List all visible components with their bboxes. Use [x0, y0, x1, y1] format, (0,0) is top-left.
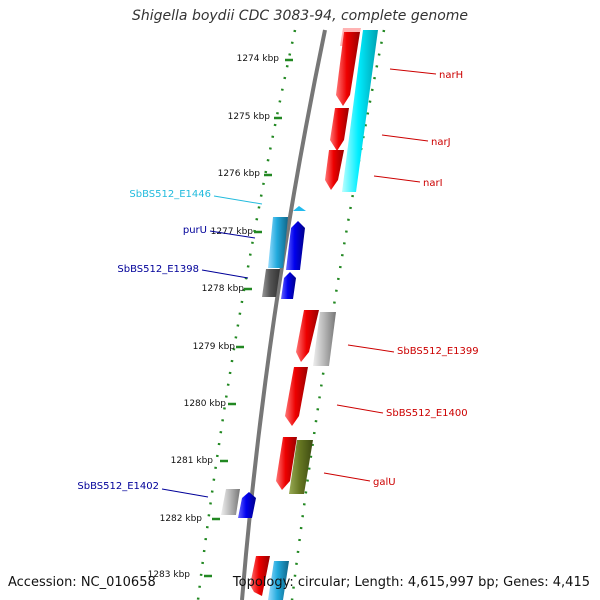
gene-SbBS512_E1400[interactable] — [285, 367, 308, 426]
leader-purU — [209, 230, 256, 239]
label-leader-lines — [161, 68, 437, 498]
gene-narH[interactable] — [336, 32, 360, 106]
leader-narI — [373, 175, 421, 183]
gene-bottom-red[interactable] — [250, 556, 270, 596]
tick-label-1283: 1283 kbp — [148, 570, 191, 580]
gene-label-narH[interactable]: narH — [439, 70, 463, 81]
tick-label-1277: 1277 kbp — [211, 227, 254, 237]
gene-purU[interactable] — [286, 221, 305, 270]
gene-labels: narH narJ narI SbBS512_E1446 purU SbBS51… — [77, 70, 478, 492]
gene-galU-red[interactable] — [276, 437, 297, 490]
leader-narH — [389, 68, 437, 75]
tick-label-1280: 1280 kbp — [184, 399, 227, 409]
gene-label-purU[interactable]: purU — [183, 225, 207, 236]
genome-summary-text: Topology: circular; Length: 4,615,997 bp… — [232, 575, 590, 590]
gene-SbBS512_E1402[interactable] — [238, 492, 256, 518]
tick-label-1274: 1274 kbp — [237, 54, 280, 64]
tick-label-1276: 1276 kbp — [218, 169, 261, 179]
accession-text: Accession: NC_010658 — [8, 575, 156, 590]
gene-purU-light[interactable] — [268, 217, 288, 268]
tick-label-1282: 1282 kbp — [160, 514, 203, 524]
gene-SbBS512_E1399-gray[interactable] — [313, 312, 336, 366]
leader-narJ — [381, 134, 429, 142]
gene-features — [221, 28, 378, 600]
gene-galU[interactable] — [289, 440, 313, 494]
gene-narI[interactable] — [325, 150, 344, 190]
genome-backbone — [240, 29, 327, 600]
gene-label-SbBS512_E1399[interactable]: SbBS512_E1399 — [397, 346, 479, 357]
leader-SbBS512_E1398 — [201, 269, 249, 279]
gene-SbBS512_E1398-gray[interactable] — [262, 269, 280, 297]
gene-SbBS512_E1402-gray[interactable] — [221, 489, 240, 515]
genome-title: Shigella boydii CDC 3083-94, complete ge… — [131, 8, 469, 24]
gene-SbBS512_E1399[interactable] — [296, 310, 319, 362]
leader-SbBS512_E1446 — [213, 195, 263, 205]
gene-label-narJ[interactable]: narJ — [431, 137, 451, 148]
tick-label-1279: 1279 kbp — [193, 342, 236, 352]
gene-SbBS512_E1446[interactable] — [293, 206, 306, 211]
gene-label-SbBS512_E1402[interactable]: SbBS512_E1402 — [77, 481, 159, 492]
gene-label-SbBS512_E1398[interactable]: SbBS512_E1398 — [117, 264, 199, 275]
leader-SbBS512_E1400 — [336, 404, 384, 414]
leader-SbBS512_E1402 — [161, 488, 209, 498]
gene-label-narI[interactable]: narI — [423, 178, 443, 189]
tick-label-1275: 1275 kbp — [228, 112, 271, 122]
tick-label-1278: 1278 kbp — [202, 284, 245, 294]
gene-SbBS512_E1398[interactable] — [281, 272, 296, 299]
tick-labels: 1274 kbp 1275 kbp 1276 kbp 1277 kbp 1278… — [148, 54, 280, 580]
tick-marks — [204, 58, 293, 578]
gene-bottom-lightblue[interactable] — [268, 561, 289, 600]
gene-label-SbBS512_E1400[interactable]: SbBS512_E1400 — [386, 408, 468, 419]
gene-cyan-long[interactable] — [342, 30, 378, 192]
gene-label-SbBS512_E1446[interactable]: SbBS512_E1446 — [129, 189, 211, 200]
gene-narJ[interactable] — [330, 108, 349, 151]
tick-label-1281: 1281 kbp — [171, 456, 214, 466]
gene-label-galU[interactable]: galU — [373, 477, 396, 488]
leader-SbBS512_E1399 — [347, 344, 395, 353]
leader-galU — [323, 472, 371, 482]
